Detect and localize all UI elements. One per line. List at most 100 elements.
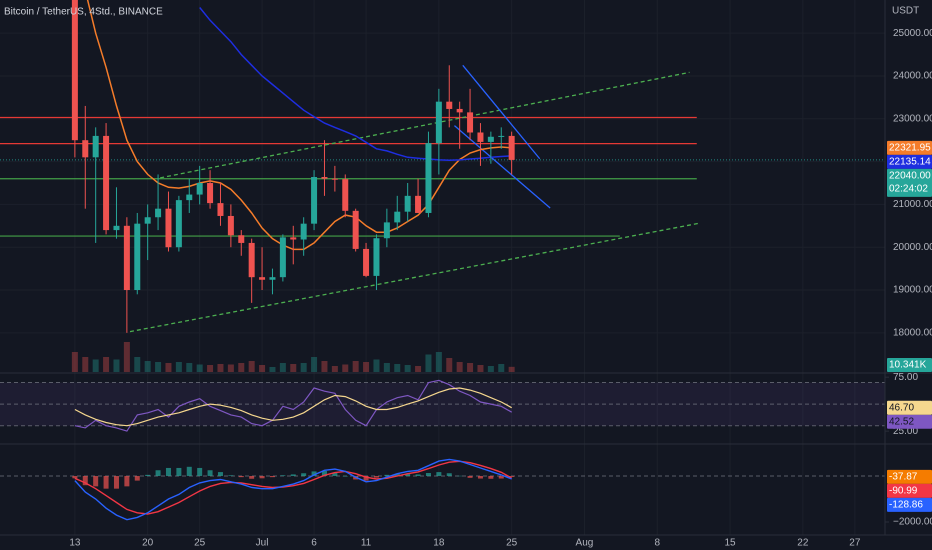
volume-bar: [487, 366, 494, 372]
candle-body: [321, 177, 328, 179]
candle-body: [155, 208, 162, 218]
series-line: [74, 458, 512, 521]
y-tick-label: 19000.00: [893, 285, 932, 296]
trend-line: [129, 222, 701, 333]
volume-bar: [259, 365, 266, 372]
histogram-bar: [332, 472, 338, 477]
histogram-bar: [342, 476, 348, 477]
value-label-box: [887, 400, 932, 415]
volume-bar: [373, 359, 380, 372]
volume-bar: [248, 361, 255, 372]
candle-body: [165, 208, 172, 248]
histogram-bar: [373, 476, 379, 478]
y-tick-label: −2000.00: [893, 517, 932, 528]
candle-body: [290, 237, 297, 240]
volume-bar: [217, 364, 224, 372]
x-tick-label: 15: [724, 538, 736, 549]
histogram-bar: [405, 473, 411, 477]
candle-body: [269, 277, 276, 280]
volume-bar: [165, 363, 172, 372]
candle-body: [373, 238, 380, 276]
volume-bar: [321, 361, 328, 372]
y-tick-label: 20000.00: [893, 242, 932, 253]
value-label-box: [887, 154, 932, 169]
histogram-bar: [394, 473, 400, 477]
volume-bar: [311, 357, 318, 372]
volume-bar: [425, 354, 432, 372]
volume-bar: [383, 363, 390, 372]
value-label-box: [887, 469, 932, 484]
value-label: 10.341K: [889, 360, 927, 371]
y-tick-label: 23000.00: [893, 113, 932, 124]
histogram-bar: [249, 476, 255, 479]
histogram-bar: [269, 476, 275, 478]
grid-layer: [0, 0, 885, 535]
histogram-bar: [228, 475, 234, 477]
series-line: [74, 387, 512, 427]
candle-body: [446, 101, 453, 109]
histogram-bar: [82, 476, 88, 486]
histogram-bar: [124, 476, 130, 487]
volume-bar: [113, 359, 120, 372]
candle-body: [92, 135, 99, 158]
candle-body: [71, 0, 78, 141]
volume-bar: [175, 362, 182, 372]
histogram-bar: [176, 467, 182, 477]
histogram-bar: [446, 473, 452, 477]
x-tick-label: 6: [311, 538, 317, 549]
volume-bar: [467, 363, 474, 372]
x-tick-label: 11: [361, 538, 372, 549]
candle-body: [477, 132, 484, 142]
volume-bar: [290, 364, 297, 372]
candle-body: [331, 178, 338, 180]
x-tick-label: 13: [69, 538, 81, 549]
volume-bar: [415, 366, 422, 372]
volume-bar: [446, 358, 453, 372]
candle-body: [363, 248, 370, 276]
candle-body: [456, 108, 463, 113]
candle-body: [300, 223, 307, 240]
histogram-bar: [217, 472, 223, 477]
volume-bar: [238, 363, 245, 372]
trend-line: [160, 71, 690, 179]
volume-bar: [456, 362, 463, 372]
y-tick-label: 75.00: [893, 372, 918, 383]
candle-body: [259, 277, 266, 280]
candle-body: [227, 215, 234, 236]
y-tick-label: 21000.00: [893, 199, 932, 210]
histogram-bar: [477, 476, 483, 479]
histogram-bar: [509, 476, 515, 477]
histogram-bar: [197, 467, 203, 477]
candle-body: [425, 143, 432, 213]
value-label: -128.86: [889, 500, 923, 511]
volume-bar: [394, 364, 401, 372]
candle-body: [217, 203, 224, 216]
value-label: 42.52: [889, 416, 914, 427]
price-pane: [0, 0, 885, 372]
value-label-box: [887, 497, 932, 512]
candle-body: [352, 210, 359, 249]
volume-bar: [404, 365, 411, 372]
histogram-bar: [498, 476, 504, 479]
candle-body: [175, 200, 182, 248]
value-label-box: [887, 483, 932, 498]
value-label: -37.87: [889, 472, 918, 483]
candle-body: [279, 237, 286, 278]
histogram-bar: [103, 476, 109, 489]
volume-bar: [186, 363, 193, 372]
volume-bar: [435, 352, 442, 372]
histogram-bar: [301, 473, 307, 477]
histogram-bar: [425, 473, 431, 477]
value-label: 22135.14: [889, 156, 931, 167]
histogram-bar: [311, 471, 317, 477]
volume-bar: [363, 362, 370, 372]
histogram-bar: [457, 475, 463, 477]
volume-bar: [508, 366, 515, 372]
candle-body: [196, 183, 203, 195]
x-tick-label: 18: [433, 538, 445, 549]
histogram-bar: [363, 476, 369, 481]
histogram-bar: [145, 474, 151, 477]
value-label: -90.99: [889, 486, 918, 497]
y-tick-label: 25.00: [893, 426, 918, 437]
histogram-bar: [113, 476, 119, 489]
